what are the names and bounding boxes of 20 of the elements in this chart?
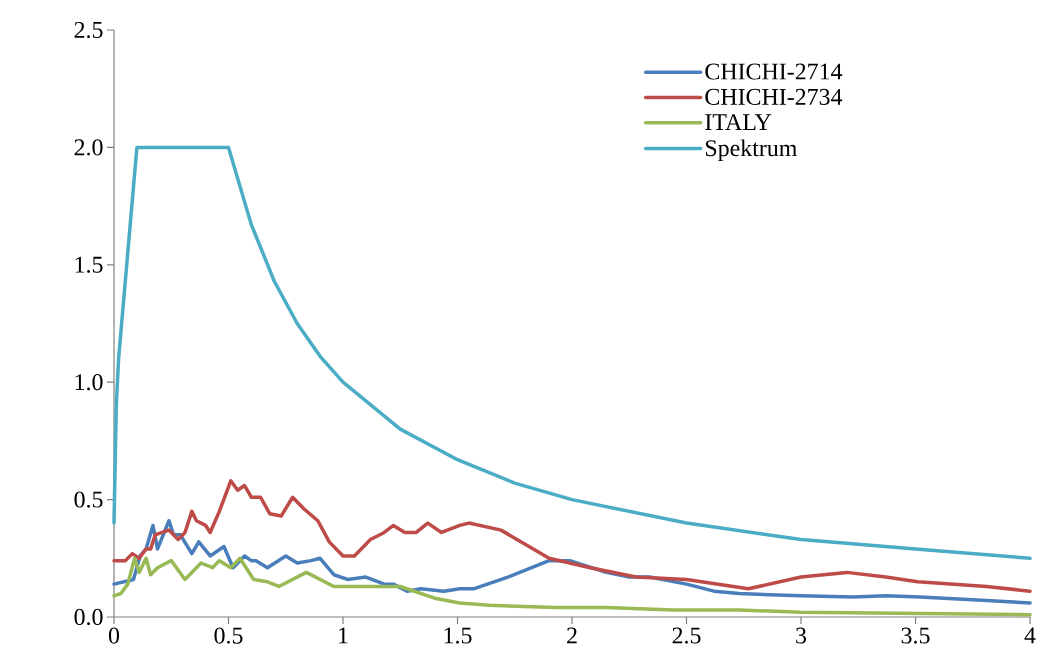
- x-tick-label: 3.5: [901, 627, 930, 644]
- y-tick-label: 1.5: [75, 256, 103, 273]
- y-tick-label: 2.5: [74, 21, 103, 39]
- x-tick-label: 0.5: [214, 627, 243, 644]
- x-tick-label: 1: [339, 627, 348, 644]
- x-tick-label: 2.5: [672, 627, 701, 644]
- y-tick-label: 2.0: [74, 139, 103, 156]
- x-tick-label: 4: [1024, 627, 1036, 644]
- y-tick-label: 1.0: [75, 374, 103, 391]
- legend-label: ITALY: [705, 114, 772, 130]
- legend-label: Spektrum: [705, 139, 797, 162]
- y-tick-label: 0.5: [74, 491, 103, 508]
- legend-label: CHICHI-2714: [705, 63, 843, 80]
- x-tick-label: 0: [108, 627, 120, 644]
- x-tick-label: 3: [796, 627, 807, 644]
- x-tick-label: 1.5: [444, 627, 472, 644]
- x-tick-label: 2: [567, 627, 577, 644]
- line-series: [112, 479, 1032, 593]
- legend-label: CHICHI-2734: [705, 88, 843, 105]
- y-tick-label: 0.0: [74, 608, 103, 626]
